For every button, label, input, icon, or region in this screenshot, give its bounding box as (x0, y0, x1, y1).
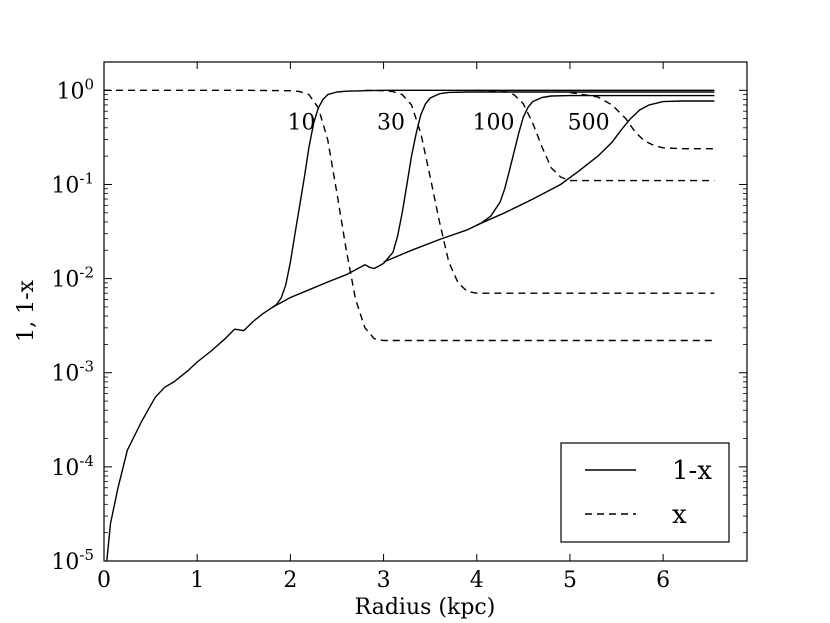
series-line-dashed-10 (104, 89, 715, 342)
series-line-solid-10 (106, 89, 715, 562)
curve-label-100: 100 (473, 110, 515, 135)
curve-label-10: 10 (288, 110, 316, 135)
y-tick-label: 10-1 (51, 169, 94, 198)
x-axis-ticks: 0 1 2 3 4 5 6 (97, 62, 670, 593)
legend-box (560, 442, 730, 543)
series-line-solid-500 (476, 100, 715, 226)
curve-label-30: 30 (377, 110, 405, 135)
y-tick-label: 10-5 (51, 546, 94, 575)
y-axis-ticks: 10-5 10-4 10-3 10-2 10-1 100 (51, 61, 747, 575)
x-tick-label: 4 (470, 568, 484, 593)
series-line-dashed-30 (364, 89, 715, 294)
series-line-dashed-100 (476, 89, 715, 182)
y-tick-label: 10-3 (51, 358, 94, 387)
y-tick-label: 100 (56, 75, 94, 104)
x-tick-label: 2 (283, 568, 297, 593)
plot-frame (103, 61, 748, 562)
x-tick-label: 6 (656, 568, 670, 593)
curve-label-500: 500 (568, 110, 610, 135)
x-tick-label: 0 (97, 568, 111, 593)
curve-labels: 10 30 100 500 (288, 110, 610, 135)
series-line-dashed-500 (569, 91, 715, 150)
series-layer (104, 89, 715, 562)
x-tick-label: 3 (377, 568, 391, 593)
series-line-solid-100 (383, 94, 715, 263)
x-tick-label: 5 (563, 568, 577, 593)
x-axis-label: Radius (kpc) (355, 595, 496, 620)
y-axis-label: 1, 1-x (14, 280, 39, 342)
legend-label: 1-x (672, 456, 712, 486)
legend: 1-x x (560, 442, 730, 543)
legend-label: x (672, 500, 687, 530)
y-tick-label: 10-2 (51, 264, 94, 293)
x-tick-label: 1 (190, 568, 204, 593)
series-line-solid-30 (271, 91, 715, 309)
y-tick-label: 10-4 (51, 452, 94, 481)
